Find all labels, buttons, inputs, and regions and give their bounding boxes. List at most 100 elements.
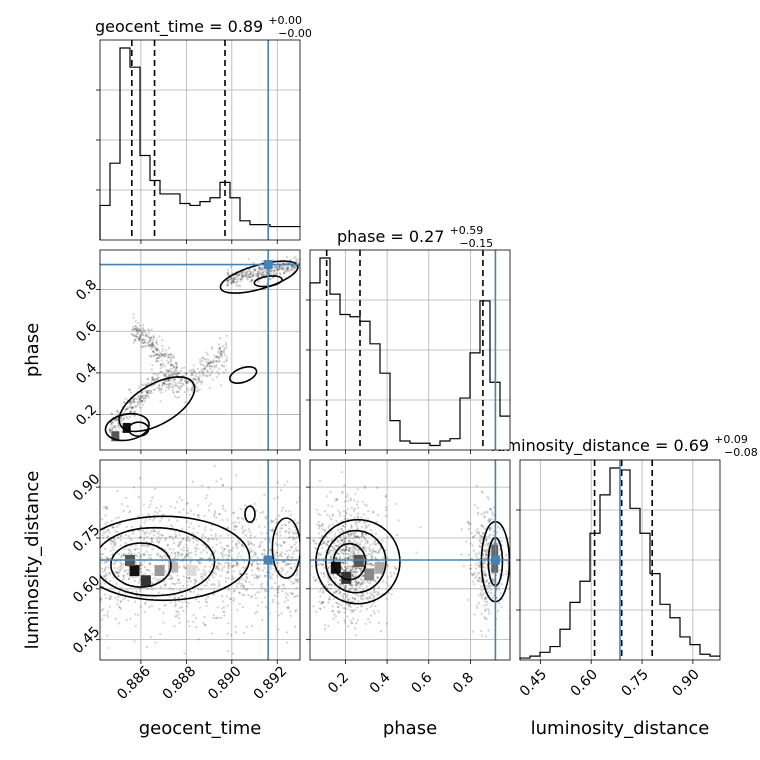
- title-phase: phase = 0.27 +0.59 −0.15: [337, 219, 493, 250]
- sample-point: [128, 415, 132, 418]
- sample-point: [149, 562, 152, 565]
- sample-point: [103, 593, 106, 596]
- sample-point: [319, 595, 322, 598]
- sample-point: [354, 567, 358, 571]
- sample-point: [301, 537, 303, 539]
- sample-point: [233, 276, 236, 279]
- sample-point: [295, 578, 298, 582]
- sample-point: [340, 604, 343, 607]
- sample-point: [205, 496, 208, 500]
- sample-point: [261, 553, 264, 556]
- sample-point: [344, 517, 347, 520]
- sample-point: [354, 582, 358, 585]
- sample-point: [249, 272, 252, 275]
- sample-point: [488, 526, 492, 530]
- sample-point: [188, 538, 192, 542]
- sample-point: [499, 592, 502, 595]
- sample-point: [221, 567, 224, 570]
- sample-point: [166, 370, 169, 373]
- sample-point: [317, 552, 320, 555]
- sample-point: [245, 274, 248, 277]
- sample-point: [250, 278, 253, 282]
- sample-point: [382, 580, 385, 583]
- sample-point: [269, 270, 273, 273]
- sample-point: [276, 591, 280, 595]
- sample-point: [273, 266, 276, 269]
- sample-point: [157, 591, 160, 594]
- sample-point: [481, 491, 484, 494]
- sample-point: [224, 509, 227, 512]
- sample-point: [165, 359, 168, 362]
- sample-point: [127, 571, 130, 575]
- sample-point: [252, 270, 255, 273]
- sample-point: [203, 574, 206, 577]
- sample-point: [218, 346, 221, 349]
- sample-point: [125, 496, 128, 500]
- sample-point: [237, 563, 240, 566]
- sample-point: [215, 375, 219, 379]
- sample-point: [296, 579, 299, 582]
- panel-geocent_time-vs-geocent_time: [96, 39, 301, 244]
- sample-point: [356, 594, 359, 597]
- sample-point: [230, 633, 233, 637]
- sample-point: [308, 559, 310, 561]
- sample-point: [139, 536, 143, 539]
- sample-point: [153, 529, 157, 532]
- sample-point: [212, 572, 215, 575]
- contour-level: [104, 412, 150, 442]
- sample-point: [194, 553, 197, 556]
- sample-point: [293, 543, 296, 546]
- sample-point: [354, 583, 357, 586]
- sample-point: [370, 593, 374, 597]
- sample-point: [169, 524, 172, 527]
- sample-point: [220, 353, 224, 357]
- sample-point: [346, 565, 349, 568]
- sample-point: [151, 346, 154, 349]
- sample-point: [157, 359, 160, 363]
- sample-point: [254, 597, 258, 600]
- sample-point: [288, 510, 291, 513]
- sample-point: [277, 554, 280, 557]
- sample-point: [467, 521, 470, 524]
- sample-point: [311, 565, 314, 568]
- sample-point: [334, 590, 338, 593]
- sample-point: [278, 272, 282, 275]
- sample-point: [356, 488, 359, 491]
- sample-point: [369, 544, 372, 547]
- sample-point: [180, 367, 183, 370]
- sample-point: [150, 347, 153, 351]
- sample-point: [478, 534, 482, 538]
- sample-point: [334, 499, 337, 502]
- sample-point: [223, 347, 226, 350]
- ytick-label: 0.45: [70, 624, 103, 657]
- sample-point: [257, 275, 260, 278]
- sample-point: [172, 370, 175, 373]
- sample-point: [353, 597, 356, 601]
- sample-point: [293, 532, 296, 535]
- sample-point: [126, 573, 129, 576]
- sample-point: [346, 508, 349, 511]
- contour-level: [332, 542, 367, 581]
- sample-point: [196, 504, 200, 507]
- sample-point: [339, 578, 342, 582]
- sample-point: [351, 573, 354, 576]
- sample-point: [133, 327, 136, 331]
- sample-point: [209, 367, 212, 371]
- sample-point: [349, 606, 352, 609]
- sample-point: [349, 583, 352, 586]
- sample-point: [335, 519, 338, 523]
- sample-point: [138, 577, 142, 581]
- sample-point: [175, 384, 179, 387]
- sample-point: [219, 349, 222, 353]
- sample-point: [272, 600, 275, 604]
- sample-point: [220, 350, 223, 353]
- sample-point: [142, 383, 145, 387]
- sample-point: [367, 552, 370, 556]
- sample-point: [342, 561, 345, 565]
- sample-point: [331, 513, 334, 516]
- sample-point: [294, 541, 298, 544]
- sample-point: [140, 394, 144, 398]
- sample-point: [251, 555, 254, 559]
- sample-point: [150, 389, 153, 392]
